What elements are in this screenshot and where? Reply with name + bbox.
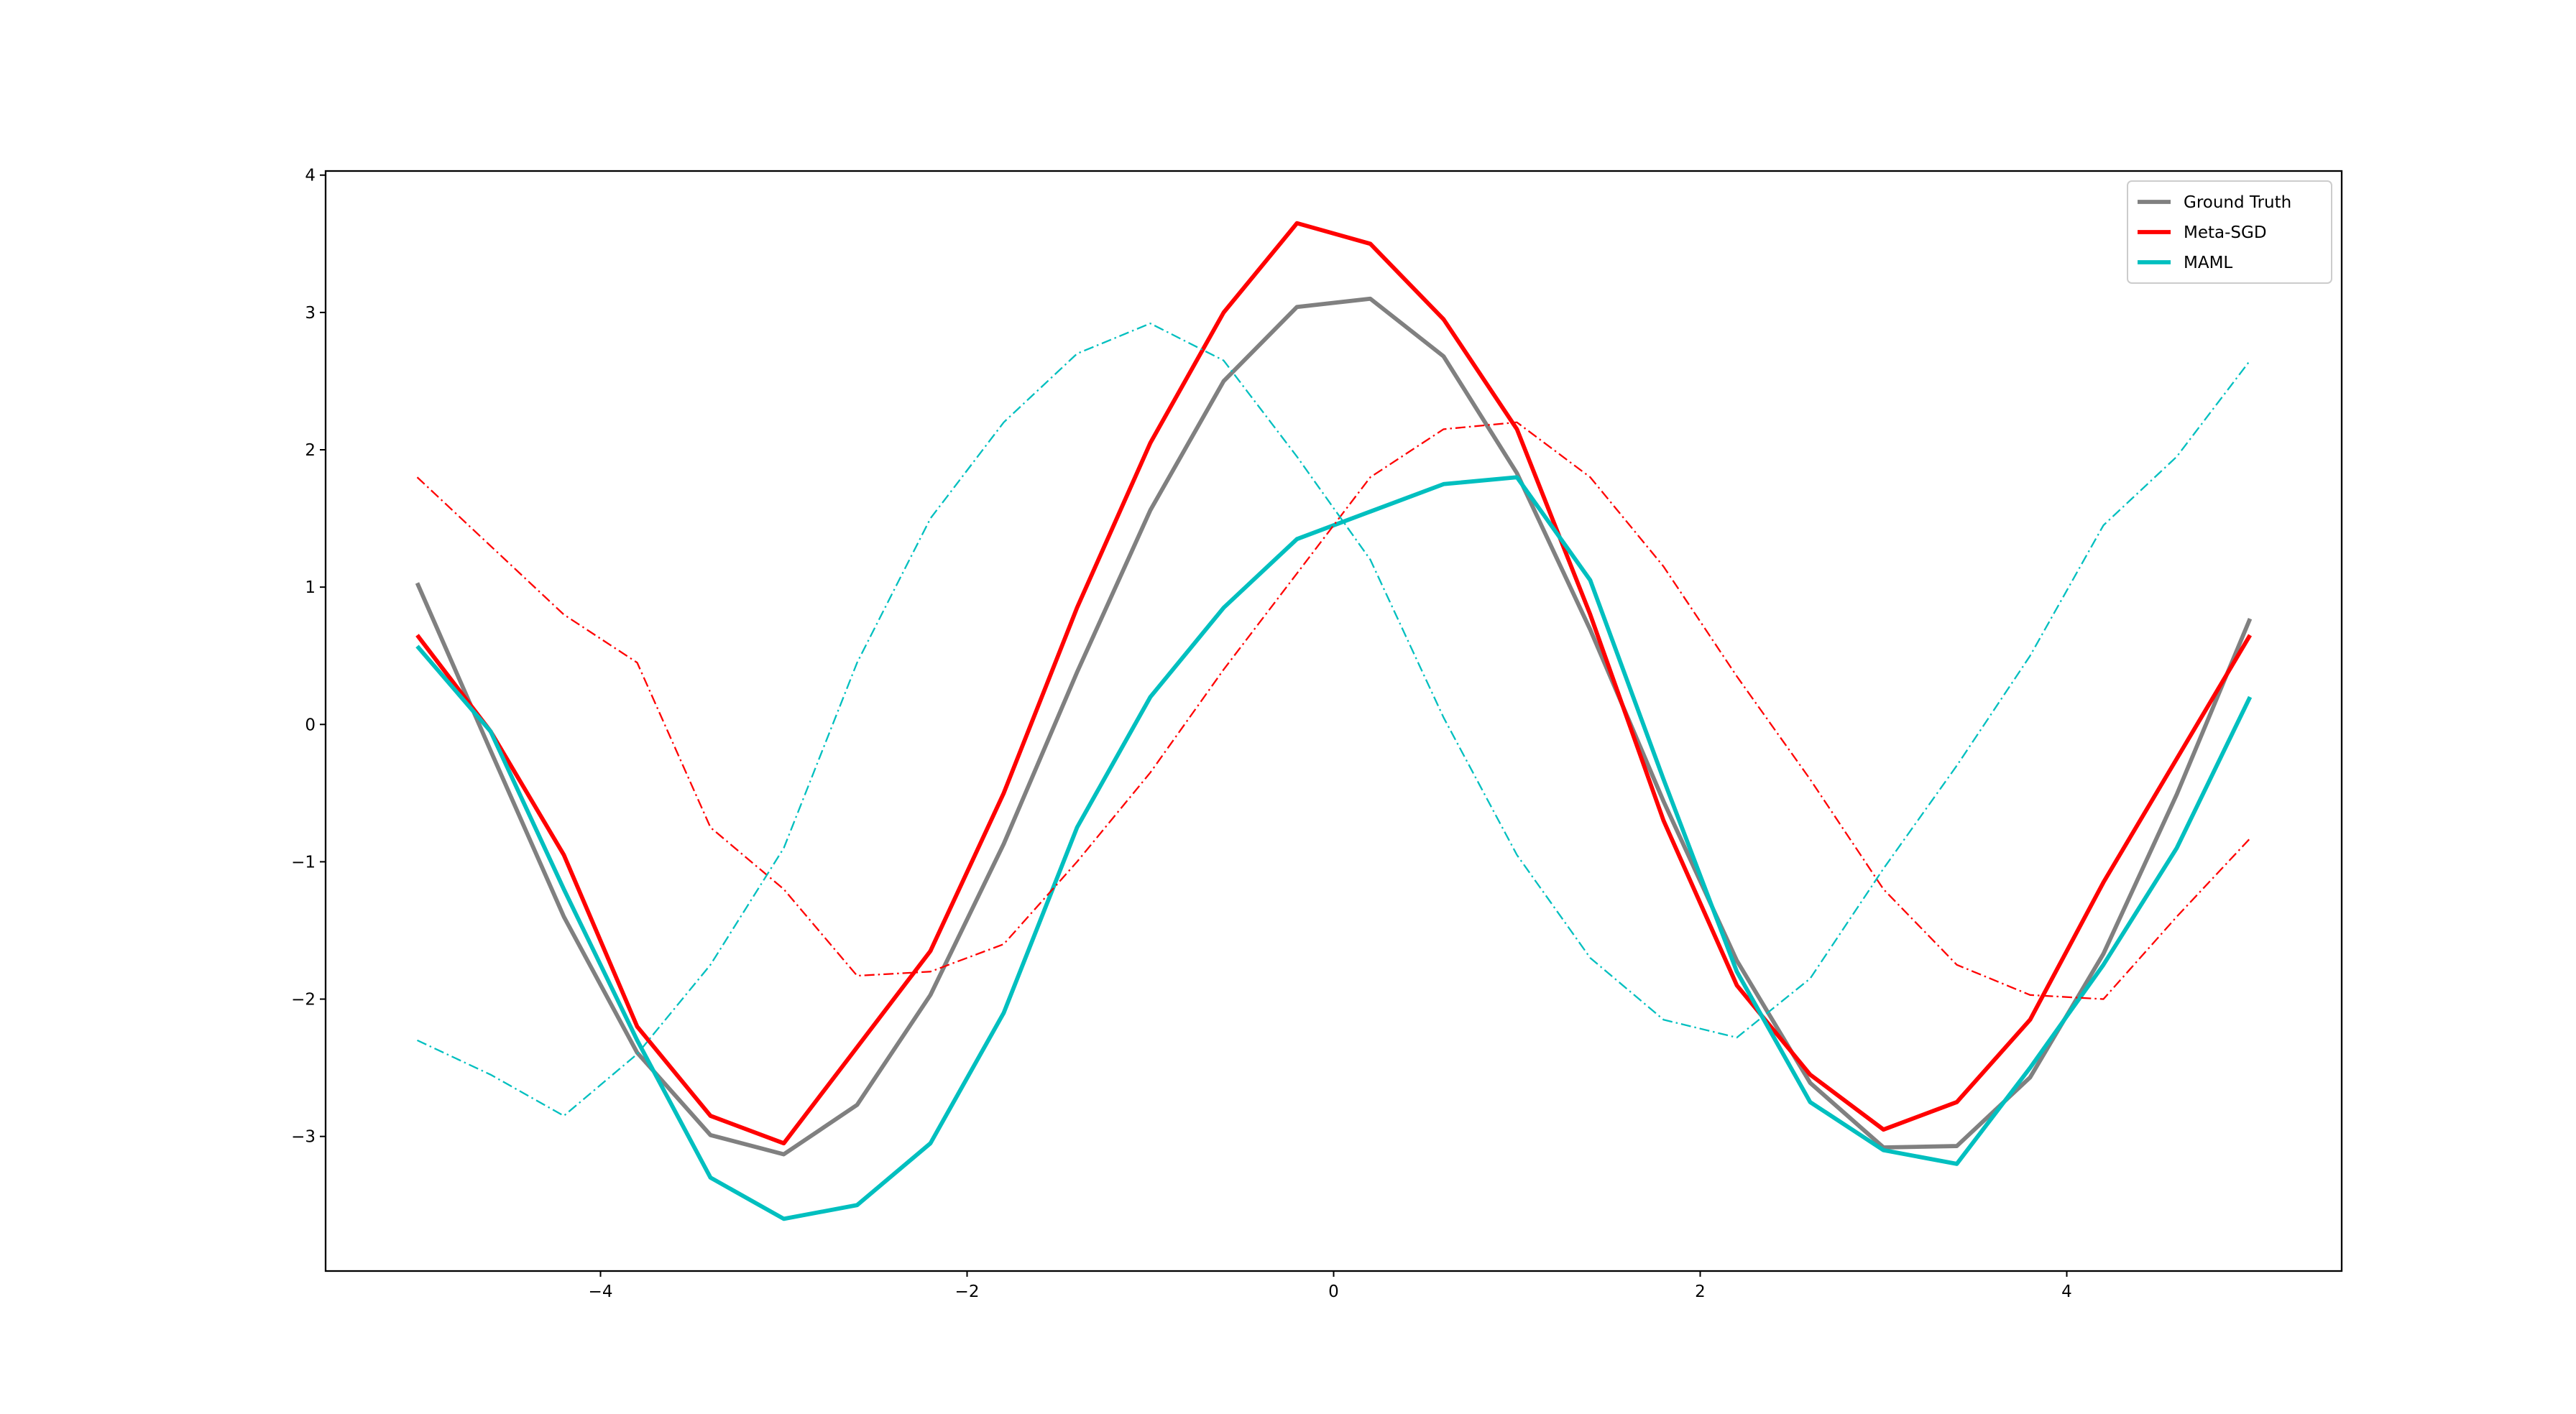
x-tick-label: 4 [2061, 1283, 2072, 1301]
legend-label: Meta-SGD [2184, 223, 2267, 242]
series-line [415, 475, 2253, 1221]
series-line [417, 323, 2251, 1117]
x-tick-label: 2 [1695, 1283, 1706, 1301]
y-tick-label: 0 [305, 716, 316, 734]
x-tick-label: 0 [1328, 1283, 1339, 1301]
legend-label: MAML [2184, 254, 2232, 272]
y-tick-label: −2 [291, 991, 316, 1009]
y-tick-label: −1 [291, 853, 316, 872]
series-line [415, 221, 2252, 1146]
legend-label: Ground Truth [2184, 193, 2291, 212]
y-tick-label: 3 [305, 304, 316, 323]
x-tick-label: −4 [589, 1283, 613, 1301]
y-tick-label: −3 [291, 1128, 316, 1147]
series-line [415, 296, 2253, 1157]
series-line [416, 421, 2251, 1000]
x-tick-label: −2 [955, 1283, 980, 1301]
y-tick-label: 1 [305, 578, 316, 597]
y-tick-label: 2 [305, 441, 316, 460]
legend-box [2127, 180, 2332, 284]
y-tick-label: 4 [305, 167, 316, 185]
